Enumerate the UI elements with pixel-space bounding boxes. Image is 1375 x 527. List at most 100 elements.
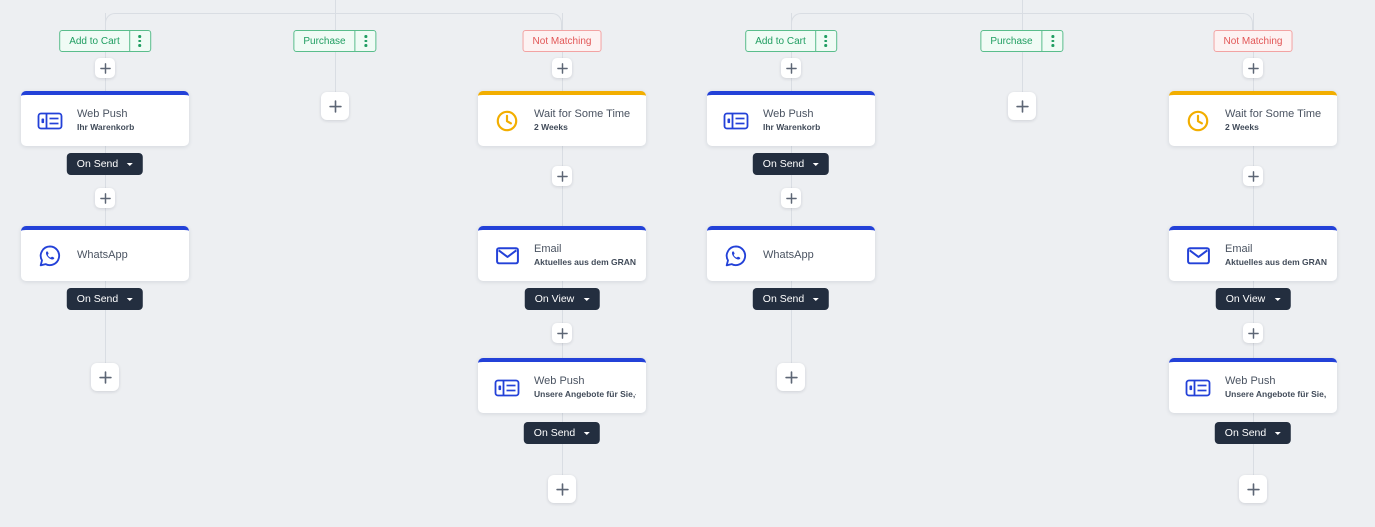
add-node-button[interactable] xyxy=(781,58,801,78)
node-subtitle: Unsere Angebote für Sie, {Anre... xyxy=(1225,390,1327,400)
node-card-web-push[interactable]: Web Push Ihr Warenkorb xyxy=(21,91,189,146)
node-card-web-push[interactable]: Web Push Ihr Warenkorb xyxy=(707,91,875,146)
node-title: Web Push xyxy=(77,108,128,121)
web-push-icon xyxy=(722,110,750,132)
trigger-label: On Send xyxy=(533,427,576,439)
node-title: Email xyxy=(534,243,562,256)
kebab-menu-icon[interactable] xyxy=(814,31,836,51)
add-node-button[interactable] xyxy=(1243,58,1263,78)
add-node-button[interactable] xyxy=(1008,92,1036,120)
branch-column-not-matching: Not Matching Wait for Some Time 2 Weeks … xyxy=(472,0,652,527)
node-card-email[interactable]: Email Aktuelles aus dem GRANIT PAR... xyxy=(1169,226,1337,281)
add-node-button[interactable] xyxy=(781,188,801,208)
caret-down-icon xyxy=(813,298,820,304)
add-node-button[interactable] xyxy=(552,166,572,186)
node-subtitle: Unsere Angebote für Sie,{Anre... xyxy=(534,390,636,400)
node-title: Web Push xyxy=(534,375,585,388)
node-card-email[interactable]: Email Aktuelles aus dem GRANIT PAR... xyxy=(478,226,646,281)
node-subtitle: Ihr Warenkorb xyxy=(763,123,821,133)
trigger-label: On Send xyxy=(762,158,805,170)
plus-icon xyxy=(555,482,569,496)
trigger-dropdown[interactable]: On Send xyxy=(66,288,144,310)
node-title: Wait for Some Time xyxy=(1225,108,1322,121)
branch-label-text: Not Matching xyxy=(1223,35,1283,47)
trigger-dropdown[interactable]: On Send xyxy=(752,153,830,175)
node-title: Web Push xyxy=(1225,375,1276,388)
plus-icon xyxy=(556,327,568,339)
parent-connector-line xyxy=(334,0,336,13)
caret-down-icon xyxy=(583,298,590,304)
add-node-button[interactable] xyxy=(95,188,115,208)
whatsapp-icon xyxy=(36,243,64,269)
node-card-wait[interactable]: Wait for Some Time 2 Weeks xyxy=(478,91,646,146)
trigger-dropdown[interactable]: On Send xyxy=(1214,422,1292,444)
caret-down-icon xyxy=(127,163,134,169)
add-node-button[interactable] xyxy=(1243,323,1263,343)
node-subtitle: Aktuelles aus dem GRANIT PAR... xyxy=(534,258,636,268)
branch-label-purchase[interactable]: Purchase xyxy=(293,30,377,52)
trigger-dropdown[interactable]: On Send xyxy=(523,422,601,444)
plus-icon xyxy=(1247,327,1259,339)
node-card-web-push[interactable]: Web Push Unsere Angebote für Sie, {Anre.… xyxy=(1169,358,1337,413)
plus-icon xyxy=(785,192,797,204)
trigger-label: On Send xyxy=(1224,427,1267,439)
node-subtitle: 2 Weeks xyxy=(534,123,568,133)
connector-line xyxy=(1021,13,1023,106)
trigger-label: On Send xyxy=(762,293,805,305)
node-subtitle: 2 Weeks xyxy=(1225,123,1259,133)
node-card-whatsapp[interactable]: WhatsApp xyxy=(707,226,875,281)
trigger-dropdown[interactable]: On View xyxy=(524,288,600,310)
clock-icon xyxy=(493,108,521,134)
node-title: Web Push xyxy=(763,108,814,121)
connector-line xyxy=(334,13,336,106)
trigger-dropdown[interactable]: On View xyxy=(1215,288,1291,310)
caret-down-icon xyxy=(127,298,134,304)
node-card-web-push[interactable]: Web Push Unsere Angebote für Sie,{Anre..… xyxy=(478,358,646,413)
kebab-menu-icon[interactable] xyxy=(354,31,376,51)
plus-icon xyxy=(99,192,111,204)
plus-icon xyxy=(556,170,568,182)
add-node-button[interactable] xyxy=(1243,166,1263,186)
branch-label-purchase[interactable]: Purchase xyxy=(980,30,1064,52)
branch-label-text: Purchase xyxy=(990,35,1033,47)
trigger-label: On View xyxy=(1225,293,1266,305)
add-node-button[interactable] xyxy=(777,363,805,391)
add-node-button[interactable] xyxy=(91,363,119,391)
add-node-button[interactable] xyxy=(321,92,349,120)
web-push-icon xyxy=(493,377,521,399)
branch-column-add-to-cart: Add to Cart Web Push Ihr Warenkorb On Se… xyxy=(701,0,881,527)
trigger-dropdown[interactable]: On Send xyxy=(752,288,830,310)
branch-column-purchase: Purchase xyxy=(245,0,425,527)
parent-connector-line xyxy=(1021,0,1023,13)
node-title: WhatsApp xyxy=(77,249,128,262)
branch-label-text: Purchase xyxy=(303,35,346,47)
branch-label-add-to-cart[interactable]: Add to Cart xyxy=(745,30,837,52)
caret-down-icon xyxy=(584,432,591,438)
branch-column-add-to-cart: Add to Cart Web Push Ihr Warenkorb On Se… xyxy=(15,0,195,527)
add-node-button[interactable] xyxy=(1239,475,1267,503)
add-node-button[interactable] xyxy=(548,475,576,503)
branch-label-add-to-cart[interactable]: Add to Cart xyxy=(59,30,151,52)
node-card-wait[interactable]: Wait for Some Time 2 Weeks xyxy=(1169,91,1337,146)
caret-down-icon xyxy=(813,163,820,169)
kebab-menu-icon[interactable] xyxy=(128,31,150,51)
add-node-button[interactable] xyxy=(552,58,572,78)
trigger-dropdown[interactable]: On Send xyxy=(66,153,144,175)
node-card-whatsapp[interactable]: WhatsApp xyxy=(21,226,189,281)
trigger-label: On View xyxy=(534,293,575,305)
clock-icon xyxy=(1184,108,1212,134)
plus-icon xyxy=(1015,99,1029,113)
add-node-button[interactable] xyxy=(95,58,115,78)
add-node-button[interactable] xyxy=(552,323,572,343)
branch-label-not-matching[interactable]: Not Matching xyxy=(1213,30,1293,52)
trigger-label: On Send xyxy=(76,158,119,170)
kebab-menu-icon[interactable] xyxy=(1041,31,1063,51)
node-subtitle: Aktuelles aus dem GRANIT PAR... xyxy=(1225,258,1327,268)
node-title: WhatsApp xyxy=(763,249,814,262)
plus-icon xyxy=(1247,62,1259,74)
branch-label-not-matching[interactable]: Not Matching xyxy=(522,30,602,52)
node-title: Email xyxy=(1225,243,1253,256)
branch-column-not-matching: Not Matching Wait for Some Time 2 Weeks … xyxy=(1163,0,1343,527)
branch-label-text: Not Matching xyxy=(532,35,592,47)
